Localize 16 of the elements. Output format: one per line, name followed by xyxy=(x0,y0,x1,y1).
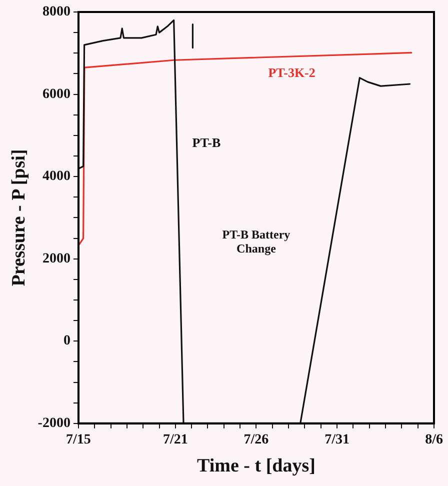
y-tick-label: 8000 xyxy=(42,4,70,20)
series-label: PT-3K-2 xyxy=(268,65,316,80)
x-tick-label: 7/26 xyxy=(244,432,269,448)
series-label: PT-B xyxy=(192,135,221,150)
x-tick-label: 8/6 xyxy=(425,432,443,448)
y-tick-label: 4000 xyxy=(42,169,70,184)
y-tick-label: 6000 xyxy=(42,86,70,102)
y-tick-label: 2000 xyxy=(42,251,70,266)
y-tick-label: -2000 xyxy=(38,416,70,432)
annotation: PT-B Battery Change xyxy=(222,227,290,256)
x-tick-label: 7/15 xyxy=(66,432,91,448)
x-tick-label: 7/21 xyxy=(162,432,188,448)
x-tick-label: 7/31 xyxy=(324,432,350,448)
y-tick-label: 0 xyxy=(63,334,70,349)
y-axis-title: Pressure - P [psi] xyxy=(8,149,30,286)
x-axis-title: Time - t [days] xyxy=(197,456,316,477)
